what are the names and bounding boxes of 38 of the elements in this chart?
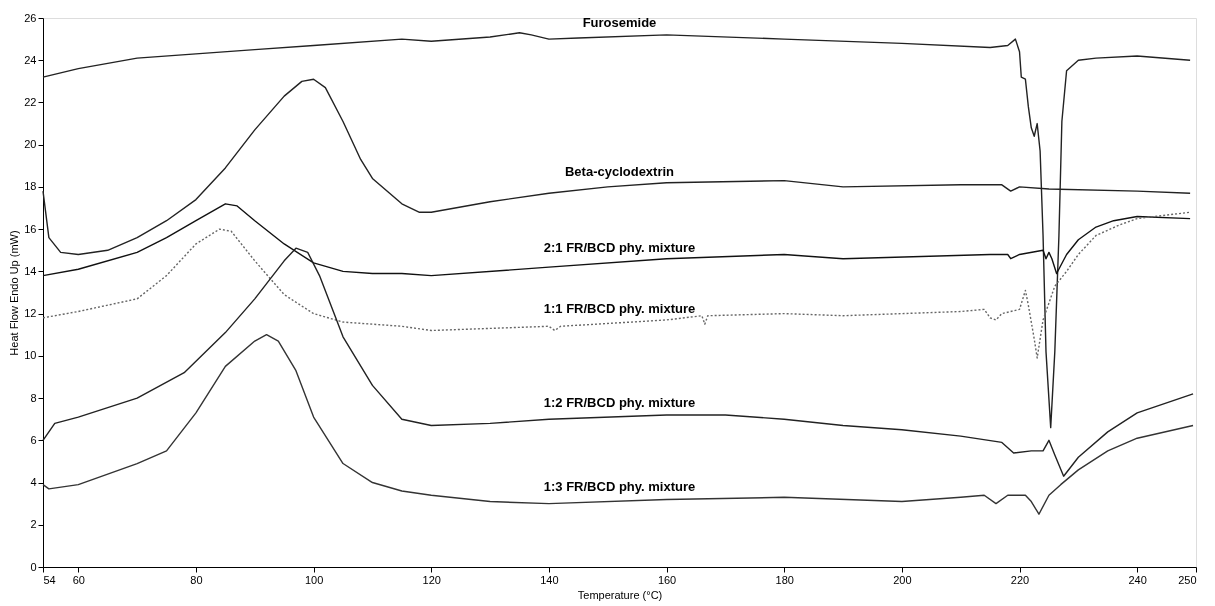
y-tick-label: 20 xyxy=(24,138,37,151)
line-series xyxy=(42,32,1191,429)
line-series xyxy=(42,203,1191,277)
y-tick-label: 18 xyxy=(24,180,37,193)
y-axis-title: Heat Flow Endo Up (mW) xyxy=(8,230,21,356)
x-tick-label: 140 xyxy=(540,573,559,586)
x-tick-label: 200 xyxy=(893,573,912,586)
x-tick-label: 60 xyxy=(72,573,85,586)
x-tick-label: 54 xyxy=(43,573,56,586)
y-tick-label: 12 xyxy=(24,307,37,320)
series-label: 1:1 FR/BCD phy. mixture xyxy=(543,300,696,316)
x-tick-label: 80 xyxy=(190,573,203,586)
x-tick-label: 240 xyxy=(1128,573,1147,586)
series-label: 1:2 FR/BCD phy. mixture xyxy=(543,394,696,410)
y-tick-label: 10 xyxy=(24,349,37,362)
y-tick-label: 0 xyxy=(30,560,37,573)
x-tick-label: 180 xyxy=(775,573,794,586)
y-tick-label: 22 xyxy=(24,95,37,108)
x-axis-title: Temperature (°C) xyxy=(577,588,663,601)
x-tick-label: 160 xyxy=(657,573,677,586)
series-label: Beta-cyclodextrin xyxy=(564,164,675,180)
series-label: 2:1 FR/BCD phy. mixture xyxy=(543,240,696,256)
series-label: Furosemide xyxy=(582,14,657,30)
x-tick-label: 120 xyxy=(422,573,441,586)
line-series xyxy=(42,211,1191,359)
x-tick-label: 220 xyxy=(1010,573,1030,586)
y-tick-label: 2 xyxy=(30,518,37,531)
series-label: 1:3 FR/BCD phy. mixture xyxy=(543,479,696,495)
y-tick-label: 16 xyxy=(24,222,37,235)
line-series xyxy=(42,334,1194,515)
y-tick-label: 8 xyxy=(30,391,37,404)
y-tick-label: 6 xyxy=(30,433,37,446)
x-tick-label: 250 xyxy=(1178,573,1197,586)
y-tick-label: 26 xyxy=(24,11,37,24)
x-tick-label: 100 xyxy=(304,573,324,586)
y-tick-label: 14 xyxy=(24,264,37,277)
y-tick-label: 4 xyxy=(30,476,37,489)
y-tick-label: 24 xyxy=(24,53,37,66)
